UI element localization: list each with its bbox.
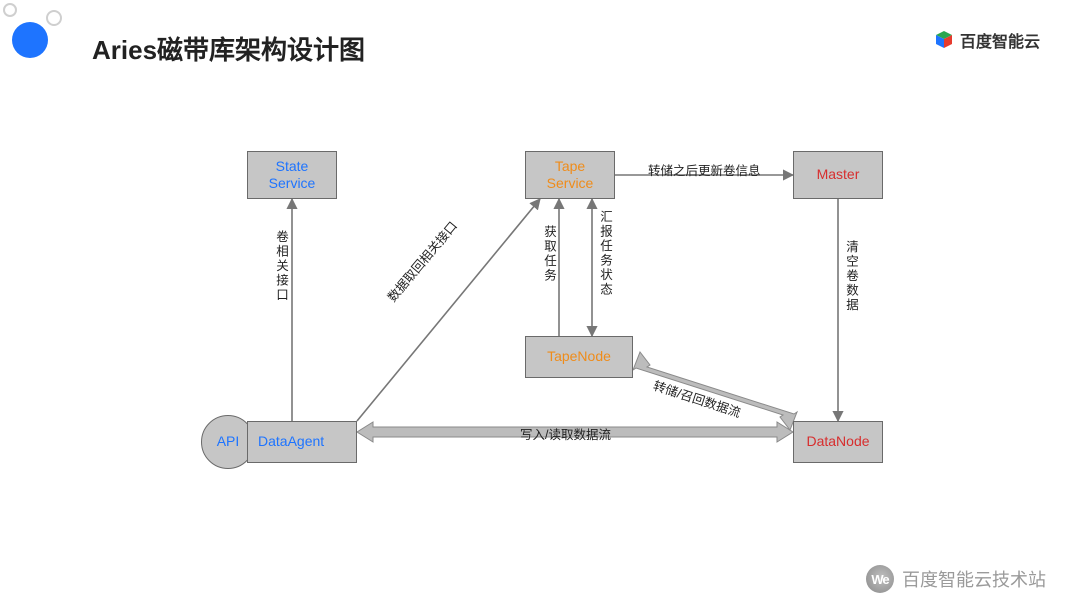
- wechat-icon-label: We: [871, 572, 888, 587]
- node-tape-service: Tape Service: [525, 151, 615, 199]
- node-data-node-label: DataNode: [806, 433, 869, 451]
- wechat-icon: We: [866, 565, 894, 593]
- label-tn-ts-rep: 汇报任务状态: [596, 210, 615, 297]
- node-state-service-label: State Service: [269, 158, 316, 193]
- node-master-label: Master: [817, 166, 860, 184]
- label-master-dn: 清空卷数据: [842, 240, 861, 313]
- label-tn-ts-get: 获取任务: [540, 225, 559, 283]
- label-da-dn: 写入/读取数据流: [520, 424, 611, 443]
- node-tape-node-label: TapeNode: [547, 348, 611, 366]
- watermark: We 百度智能云技术站: [866, 565, 1046, 593]
- node-master: Master: [793, 151, 883, 199]
- node-tape-node: TapeNode: [525, 336, 633, 378]
- node-data-agent: DataAgent: [247, 421, 357, 463]
- label-da-tape: 数据取回相关接口: [382, 216, 461, 305]
- brand-logo: 百度智能云: [934, 28, 1040, 52]
- node-api-label: API: [217, 433, 240, 451]
- node-tape-service-label: Tape Service: [547, 158, 594, 193]
- label-da-state: 卷相关接口: [272, 230, 291, 303]
- label-ts-master: 转储之后更新卷信息: [648, 160, 761, 179]
- node-data-node: DataNode: [793, 421, 883, 463]
- diagram-lines-layer: [0, 0, 1080, 607]
- watermark-text: 百度智能云技术站: [902, 566, 1046, 592]
- node-state-service: State Service: [247, 151, 337, 199]
- slide-root: Aries磁带库架构设计图 百度智能云: [0, 0, 1080, 607]
- label-tn-dn: 转储/召回数据流: [651, 375, 743, 421]
- page-title: Aries磁带库架构设计图: [92, 30, 365, 67]
- node-data-agent-label: DataAgent: [258, 433, 324, 451]
- brand-text: 百度智能云: [960, 28, 1040, 52]
- brand-cube-icon: [934, 30, 954, 50]
